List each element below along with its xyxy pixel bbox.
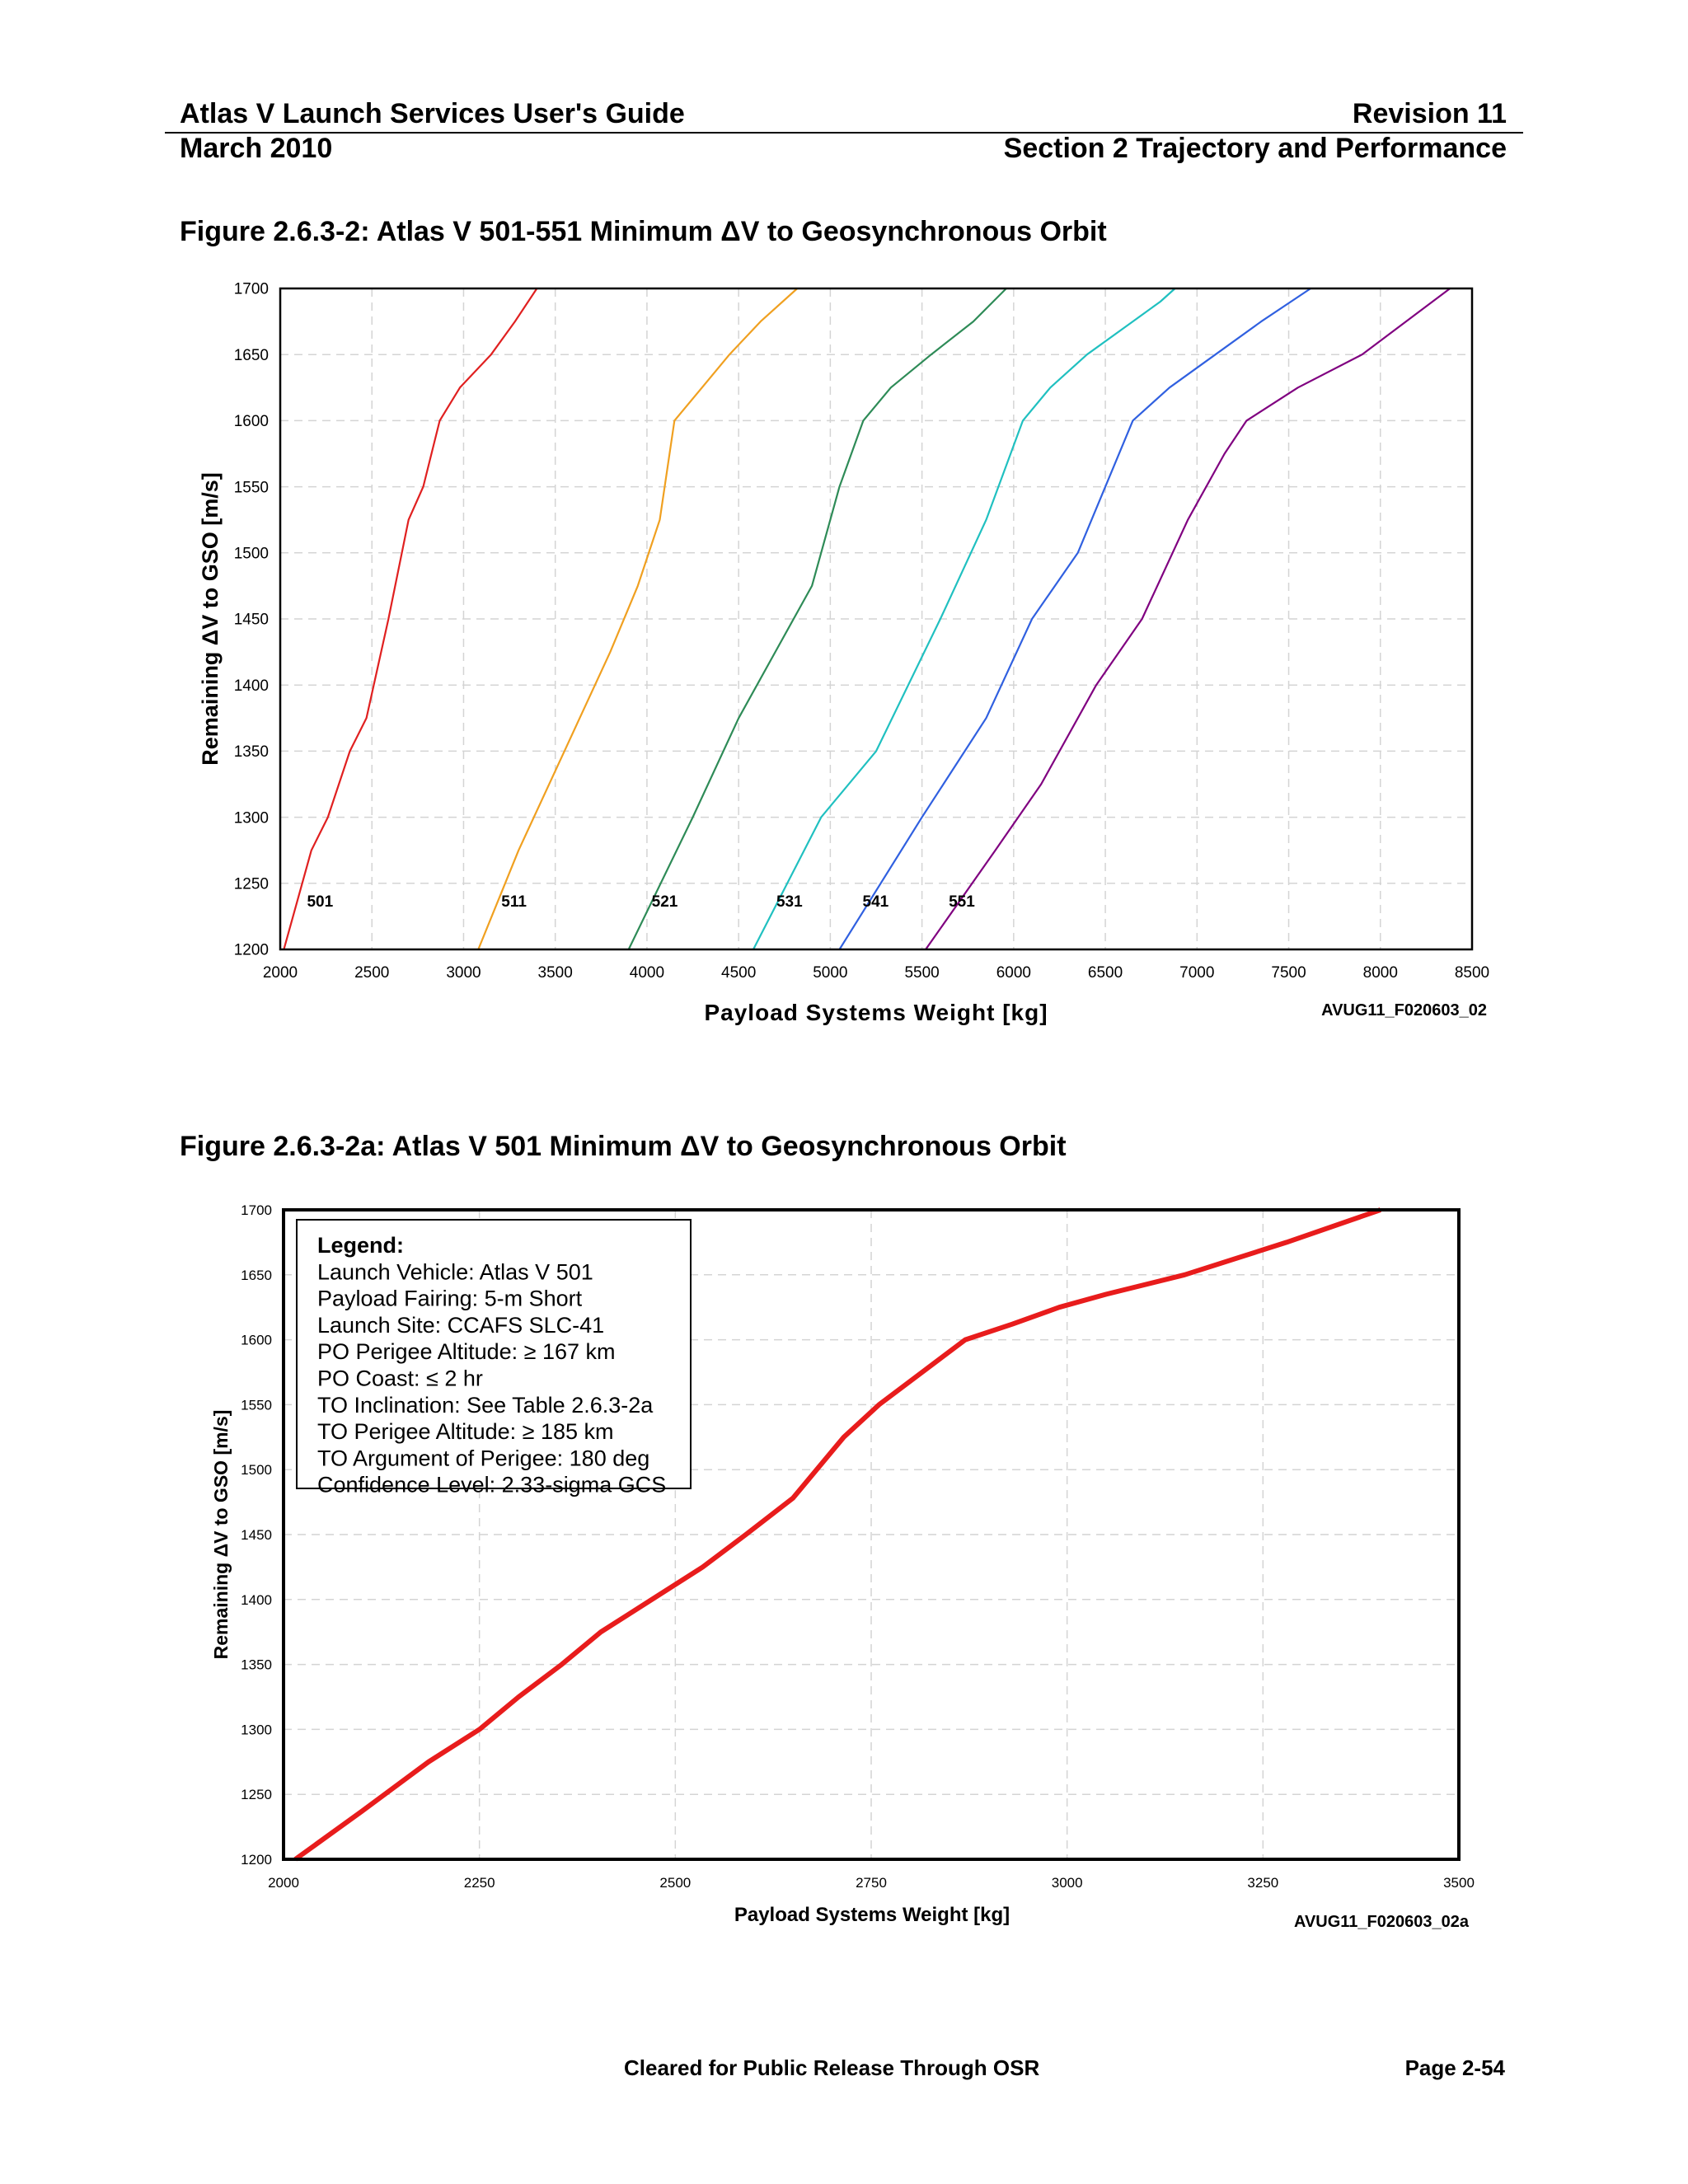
series-label-511: 511 xyxy=(501,893,527,911)
x-tick-label: 2250 xyxy=(464,1875,495,1891)
document-date: March 2010 xyxy=(180,133,333,164)
y-tick-label: 1600 xyxy=(241,1333,272,1348)
legend-entry: TO Argument of Perigee: 180 deg xyxy=(317,1446,649,1470)
y-tick-label: 1700 xyxy=(234,281,269,298)
header-rule xyxy=(165,132,1523,134)
x-tick-label: 8000 xyxy=(1363,964,1398,982)
series-line-551 xyxy=(925,288,1451,950)
x-tick-label: 2750 xyxy=(856,1875,887,1891)
page-number: Page 2-54 xyxy=(1404,2055,1505,2080)
y-tick-label: 1600 xyxy=(234,413,269,430)
x-tick-label: 2000 xyxy=(263,964,298,982)
x-tick-label: 5500 xyxy=(904,964,939,982)
series-label-531: 531 xyxy=(776,893,803,911)
series-line xyxy=(293,1207,1381,1862)
x-tick-label: 2000 xyxy=(268,1875,299,1891)
x-tick-label: 6000 xyxy=(996,964,1031,982)
y-tick-label: 1350 xyxy=(241,1657,272,1673)
x-tick-label: 3500 xyxy=(538,964,573,982)
y-tick-label: 1650 xyxy=(241,1268,272,1283)
revision-label: Revision 11 xyxy=(1352,98,1507,129)
y-tick-label: 1200 xyxy=(241,1852,272,1868)
series-line-531 xyxy=(753,288,1176,950)
x-tick-label: 4500 xyxy=(721,964,756,982)
y-tick-label: 1550 xyxy=(234,479,269,496)
legend-entry: PO Perigee Altitude: ≥ 167 km xyxy=(317,1339,616,1364)
y-tick-label: 1400 xyxy=(234,677,269,695)
series-label-501: 501 xyxy=(307,893,333,911)
legend-entry: Payload Fairing: 5-m Short xyxy=(317,1286,583,1311)
x-tick-label: 2500 xyxy=(659,1875,691,1891)
y-tick-label: 1700 xyxy=(241,1202,272,1218)
x-tick-label: 3000 xyxy=(1052,1875,1083,1891)
y-tick-label: 1450 xyxy=(234,612,269,629)
figure-id: AVUG11_F020603_02 xyxy=(1321,1001,1487,1019)
section-label: Section 2 Trajectory and Performance xyxy=(1003,133,1507,164)
y-axis-label: Remaining ΔV to GSO [m/s] xyxy=(198,472,223,765)
y-tick-label: 1350 xyxy=(234,743,269,761)
y-tick-label: 1200 xyxy=(234,942,269,959)
legend-entry: TO Inclination: See Table 2.6.3-2a xyxy=(317,1393,654,1418)
y-tick-label: 1650 xyxy=(234,347,269,364)
y-tick-label: 1300 xyxy=(234,809,269,827)
x-tick-label: 7000 xyxy=(1179,964,1214,982)
x-tick-label: 3250 xyxy=(1247,1875,1278,1891)
legend-entry: Launch Site: CCAFS SLC-41 xyxy=(317,1313,604,1338)
document-title: Atlas V Launch Services User's Guide xyxy=(180,98,685,129)
y-tick-label: 1250 xyxy=(234,875,269,893)
legend-heading: Legend: xyxy=(317,1233,404,1258)
y-tick-label: 1550 xyxy=(241,1397,272,1413)
figure-1-chart: 2000 2500 3000 3500 4000 4500 5000 5500 6000 6500… xyxy=(198,281,1489,1025)
series-line-541 xyxy=(838,288,1311,950)
series-line-501 xyxy=(283,288,538,950)
legend-entry: PO Coast: ≤ 2 hr xyxy=(317,1366,483,1391)
y-axis-label: Remaining ΔV to GSO [m/s] xyxy=(210,1410,232,1660)
plot-frame xyxy=(279,287,1474,951)
plot-frame xyxy=(282,1208,1461,1861)
x-tick-label: 5000 xyxy=(813,964,847,982)
x-axis-label: Payload Systems Weight [kg] xyxy=(704,1000,1048,1025)
series-label-541: 541 xyxy=(863,893,889,911)
figure-2a-title: Figure 2.6.3-2a: Atlas V 501 Minimum ΔV … xyxy=(180,1131,1067,1162)
legend-entry: Launch Vehicle: Atlas V 501 xyxy=(317,1259,593,1284)
x-tick-label: 3000 xyxy=(446,964,481,982)
x-tick-label: 2500 xyxy=(354,964,389,982)
series-line-511 xyxy=(477,288,799,950)
legend-box: Legend:Launch Vehicle: Atlas V 501Payloa… xyxy=(296,1219,692,1497)
series-label-551: 551 xyxy=(949,893,975,911)
figure-id: AVUG11_F020603_02a xyxy=(1294,1913,1470,1931)
y-tick-label: 1300 xyxy=(241,1722,272,1737)
y-tick-label: 1250 xyxy=(241,1787,272,1802)
x-tick-label: 3500 xyxy=(1443,1875,1475,1891)
figure-1-title: Figure 2.6.3-2: Atlas V 501-551 Minimum … xyxy=(180,216,1107,247)
figure-2a-chart: 2000 2250 2500 2750 3000 3250 3500 1200 1250 1300… xyxy=(210,1202,1475,1931)
x-tick-label: 6500 xyxy=(1088,964,1123,982)
x-tick-label: 7500 xyxy=(1271,964,1306,982)
x-tick-label: 4000 xyxy=(630,964,664,982)
series-label-521: 521 xyxy=(652,893,678,911)
legend-entry: TO Perigee Altitude: ≥ 185 km xyxy=(317,1419,614,1444)
series-line-521 xyxy=(627,288,1007,950)
x-tick-label: 8500 xyxy=(1455,964,1489,982)
x-axis-label: Payload Systems Weight [kg] xyxy=(734,1904,1010,1926)
y-tick-label: 1400 xyxy=(241,1592,272,1608)
release-notice: Cleared for Public Release Through OSR xyxy=(624,2055,1040,2080)
y-tick-label: 1500 xyxy=(241,1462,272,1478)
legend-entry: Confidence Level: 2.33-sigma GCS xyxy=(317,1473,666,1497)
y-tick-label: 1500 xyxy=(234,545,269,562)
y-tick-label: 1450 xyxy=(241,1527,272,1543)
